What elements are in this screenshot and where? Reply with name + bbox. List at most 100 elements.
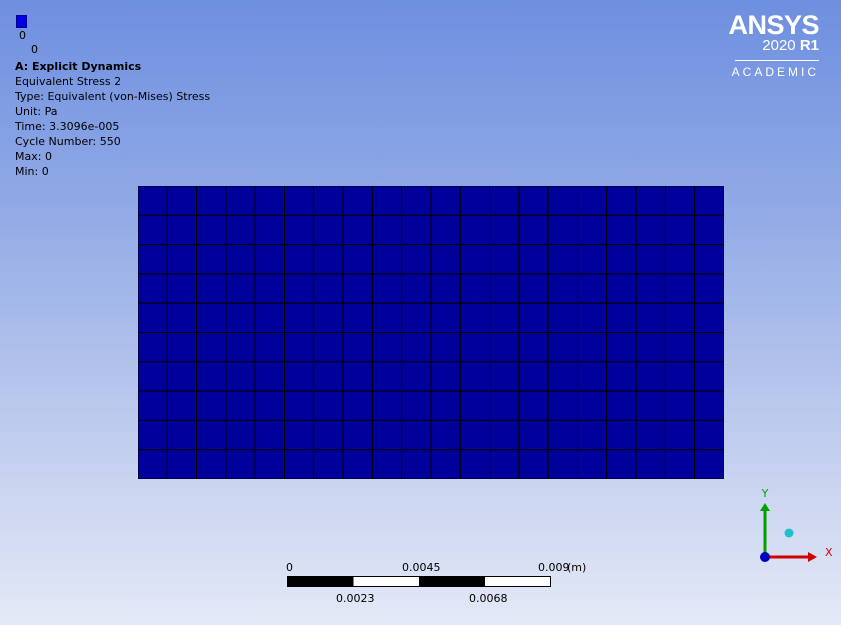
mesh-element[interactable]	[694, 419, 724, 451]
mesh-element[interactable]	[166, 186, 198, 216]
mesh-element[interactable]	[430, 419, 461, 451]
mesh-element[interactable]	[606, 390, 637, 421]
mesh-element[interactable]	[313, 419, 344, 451]
mesh-element[interactable]	[518, 186, 549, 216]
mesh-element[interactable]	[342, 449, 373, 479]
mesh-element[interactable]	[138, 244, 168, 275]
mesh-model[interactable]	[138, 186, 724, 479]
mesh-element[interactable]	[225, 302, 256, 333]
mesh-element[interactable]	[284, 419, 315, 451]
mesh-element[interactable]	[254, 214, 285, 246]
mesh-element[interactable]	[606, 244, 637, 275]
mesh-element[interactable]	[547, 332, 579, 363]
mesh-element[interactable]	[254, 273, 285, 304]
mesh-element[interactable]	[371, 214, 403, 246]
mesh-element[interactable]	[342, 244, 373, 275]
mesh-element[interactable]	[459, 214, 491, 246]
mesh-element[interactable]	[518, 361, 549, 392]
mesh-element[interactable]	[459, 332, 491, 363]
mesh-element[interactable]	[166, 302, 198, 333]
mesh-element[interactable]	[196, 390, 227, 421]
mesh-element[interactable]	[547, 302, 579, 333]
mesh-element[interactable]	[254, 449, 285, 479]
mesh-element[interactable]	[489, 332, 520, 363]
mesh-element[interactable]	[166, 332, 198, 363]
mesh-element[interactable]	[547, 214, 579, 246]
mesh-element[interactable]	[635, 302, 666, 333]
mesh-element[interactable]	[518, 419, 549, 451]
mesh-element[interactable]	[547, 244, 579, 275]
mesh-element[interactable]	[371, 186, 403, 216]
mesh-element[interactable]	[284, 244, 315, 275]
mesh-element[interactable]	[606, 186, 637, 216]
mesh-element[interactable]	[430, 361, 461, 392]
mesh-element[interactable]	[664, 273, 696, 304]
mesh-element[interactable]	[459, 361, 491, 392]
mesh-element[interactable]	[196, 244, 227, 275]
mesh-element[interactable]	[401, 332, 432, 363]
mesh-element[interactable]	[459, 419, 491, 451]
mesh-element[interactable]	[547, 186, 579, 216]
axis-triad[interactable]: Y X	[750, 485, 840, 570]
mesh-element[interactable]	[401, 449, 432, 479]
mesh-element[interactable]	[342, 419, 373, 451]
mesh-element[interactable]	[313, 302, 344, 333]
mesh-element[interactable]	[489, 361, 520, 392]
mesh-element[interactable]	[635, 332, 666, 363]
mesh-element[interactable]	[196, 361, 227, 392]
mesh-element[interactable]	[313, 214, 344, 246]
mesh-element[interactable]	[371, 390, 403, 421]
mesh-element[interactable]	[547, 273, 579, 304]
mesh-element[interactable]	[138, 390, 168, 421]
mesh-element[interactable]	[430, 449, 461, 479]
mesh-element[interactable]	[577, 361, 608, 392]
mesh-element[interactable]	[489, 214, 520, 246]
mesh-element[interactable]	[225, 390, 256, 421]
mesh-element[interactable]	[518, 244, 549, 275]
mesh-element[interactable]	[606, 273, 637, 304]
mesh-element[interactable]	[459, 244, 491, 275]
mesh-element[interactable]	[371, 332, 403, 363]
mesh-element[interactable]	[430, 186, 461, 216]
mesh-element[interactable]	[284, 302, 315, 333]
mesh-element[interactable]	[196, 332, 227, 363]
mesh-element[interactable]	[577, 186, 608, 216]
mesh-element[interactable]	[694, 332, 724, 363]
mesh-element[interactable]	[313, 332, 344, 363]
mesh-element[interactable]	[518, 390, 549, 421]
mesh-element[interactable]	[664, 332, 696, 363]
mesh-element[interactable]	[313, 273, 344, 304]
mesh-element[interactable]	[635, 273, 666, 304]
mesh-element[interactable]	[547, 390, 579, 421]
mesh-element[interactable]	[694, 302, 724, 333]
mesh-element[interactable]	[518, 214, 549, 246]
mesh-element[interactable]	[489, 449, 520, 479]
mesh-element[interactable]	[225, 449, 256, 479]
mesh-element[interactable]	[664, 390, 696, 421]
mesh-element[interactable]	[518, 332, 549, 363]
mesh-element[interactable]	[254, 302, 285, 333]
mesh-element[interactable]	[342, 186, 373, 216]
mesh-element[interactable]	[401, 390, 432, 421]
mesh-element[interactable]	[459, 186, 491, 216]
mesh-element[interactable]	[664, 449, 696, 479]
mesh-element[interactable]	[547, 361, 579, 392]
mesh-element[interactable]	[225, 361, 256, 392]
mesh-element[interactable]	[166, 214, 198, 246]
mesh-element[interactable]	[225, 419, 256, 451]
mesh-element[interactable]	[401, 214, 432, 246]
mesh-element[interactable]	[694, 361, 724, 392]
mesh-element[interactable]	[196, 214, 227, 246]
mesh-element[interactable]	[401, 244, 432, 275]
mesh-element[interactable]	[166, 449, 198, 479]
mesh-element[interactable]	[138, 273, 168, 304]
mesh-element[interactable]	[313, 244, 344, 275]
mesh-element[interactable]	[459, 390, 491, 421]
mesh-element[interactable]	[225, 273, 256, 304]
mesh-element[interactable]	[196, 186, 227, 216]
mesh-element[interactable]	[284, 332, 315, 363]
mesh-element[interactable]	[284, 361, 315, 392]
mesh-element[interactable]	[664, 186, 696, 216]
mesh-element[interactable]	[371, 361, 403, 392]
mesh-element[interactable]	[138, 449, 168, 479]
